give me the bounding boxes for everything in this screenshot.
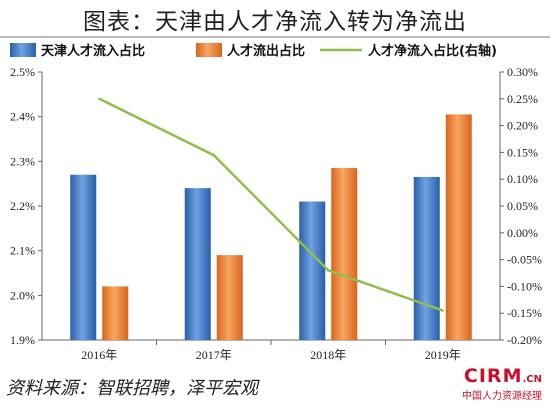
x-tick-label: 2017年 xyxy=(196,348,232,362)
right-tick-label: 0.15% xyxy=(507,145,538,159)
legend-inflow-label: 天津人才流入占比 xyxy=(41,43,145,59)
left-tick-label: 2.3% xyxy=(10,154,35,168)
net-inflow-point xyxy=(98,97,101,100)
right-tick-label: -0.10% xyxy=(507,279,542,293)
page-title: 图表：天津由人才净流入转为净流出 xyxy=(83,9,467,35)
net-inflow-point xyxy=(327,269,330,272)
outflow-bar xyxy=(216,255,243,340)
right-tick-label: 0.25% xyxy=(507,92,538,106)
left-tick-label: 1.9% xyxy=(10,333,35,347)
x-tick-label: 2018年 xyxy=(310,348,346,362)
source-note: 资料来源：智联招聘，泽平宏观 xyxy=(6,378,258,399)
outflow-bar xyxy=(445,114,472,340)
inflow-bar xyxy=(184,188,211,340)
net-inflow-point xyxy=(441,309,444,312)
net-inflow-point xyxy=(212,153,215,157)
right-tick-label: -0.20% xyxy=(507,333,542,347)
left-tick-label: 2.5% xyxy=(10,65,35,79)
title-divider xyxy=(0,36,550,38)
left-tick-label: 2.0% xyxy=(10,288,35,302)
watermark-brand: CIRM xyxy=(463,365,523,387)
chart: 天津人才流入占比 人才流出占比 人才净流入占比(右轴) 1.9% 2.0% 2.1% 2.… xyxy=(10,43,542,362)
x-tick-label: 2019年 xyxy=(425,348,461,362)
right-tick-label: 0.00% xyxy=(507,226,538,240)
watermark-logo: CIRM.CN 中国人力资源经理 xyxy=(430,366,542,403)
outflow-bar xyxy=(102,286,129,340)
right-tick-label: 0.20% xyxy=(507,119,538,133)
legend-net-label: 人才净流入占比(右轴) xyxy=(368,43,497,59)
right-tick-label: 0.10% xyxy=(507,172,538,186)
legend-outflow-label: 人才流出占比 xyxy=(227,43,305,59)
inflow-bar xyxy=(413,176,440,340)
right-tick-label: 0.30% xyxy=(507,65,538,79)
net-inflow-polyline xyxy=(98,97,444,312)
right-tick-label: 0.05% xyxy=(507,199,538,213)
legend-inflow-swatch xyxy=(10,43,36,57)
axes: 1.9% 2.0% 2.1% 2.2% 2.3% 2.4% 2.5% -0.20% -0.15%… xyxy=(10,65,542,362)
left-tick-label: 2.2% xyxy=(10,199,35,213)
left-tick-label: 2.4% xyxy=(10,110,35,124)
legend: 天津人才流入占比 人才流出占比 人才净流入占比(右轴) xyxy=(10,43,497,59)
outflow-bar xyxy=(331,168,358,340)
watermark-suffix: .CN xyxy=(522,374,542,385)
left-tick-label: 2.1% xyxy=(10,244,35,258)
bars xyxy=(70,114,472,340)
watermark-tagline: 中国人力资源经理 xyxy=(462,391,542,402)
inflow-bar xyxy=(70,174,97,340)
right-tick-label: -0.15% xyxy=(507,306,542,320)
right-tick-label: -0.05% xyxy=(507,253,542,267)
legend-outflow-swatch xyxy=(196,43,222,57)
inflow-bar xyxy=(299,201,326,340)
net-inflow-line xyxy=(98,97,444,312)
x-tick-label: 2016年 xyxy=(81,348,117,362)
